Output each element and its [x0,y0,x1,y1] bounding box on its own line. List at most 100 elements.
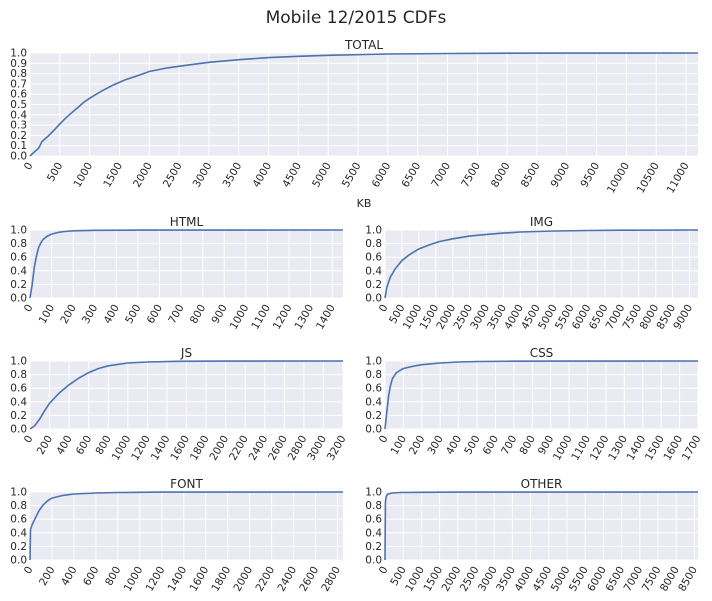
y-tick-label: 0.2 [10,541,27,553]
y-tick-label: 0.8 [365,500,382,512]
cdf-line-font [29,491,344,561]
subplot-title: FONT [170,477,203,491]
x-tick-label: 1000 [122,565,146,594]
chart-img: IMG0.00.20.40.60.81.00500100015002000250… [365,215,699,332]
x-tick-label: 700 [166,303,186,326]
x-tick-label: 1200 [144,565,168,594]
y-tick-label: 0.2 [10,410,27,422]
x-tick-label: 7000 [429,161,453,190]
x-tick-label: 300 [425,434,445,457]
x-tick-label: 500 [462,434,482,457]
y-tick-label: 1.0 [10,487,27,499]
cdf-line-css [384,360,699,430]
x-tick-label: 6500 [400,161,424,190]
y-tick-label: 0.6 [365,514,382,526]
plot-area [385,361,698,429]
x-tick-label: 2400 [247,434,271,463]
plot-area [385,230,698,298]
chart-other: OTHER0.00.20.40.60.81.005001000150020002… [365,477,700,594]
x-tick-label: 3000 [191,161,215,190]
x-tick-label: 400 [102,303,122,326]
y-tick-label: 0.0 [365,293,382,305]
y-tick-label: 0.1 [10,140,27,152]
y-tick-label: 0.9 [10,58,27,70]
x-tick-label: 4500 [280,161,304,190]
y-tick-label: 0.4 [365,396,382,408]
subplot-title: IMG [530,215,553,229]
x-tick-label: 100 [37,303,57,326]
x-tick-label: 200 [35,434,55,457]
x-tick-label: 500 [45,161,65,184]
x-tick-label: 5500 [340,161,364,190]
y-tick-label: 0.0 [10,151,27,163]
cdf-line-total [29,52,699,157]
y-tick-label: 0.2 [365,541,382,553]
x-tick-label: 0 [377,303,391,315]
y-tick-label: 0.8 [10,68,27,80]
x-tick-label: 2000 [131,161,155,190]
y-tick-label: 0.2 [10,130,27,142]
y-tick-label: 0.0 [10,424,27,436]
plot-area [385,492,698,560]
x-tick-label: 800 [517,434,537,457]
x-tick-label: 3500 [221,161,245,190]
subplot-title: CSS [530,346,554,360]
x-tick-label: 600 [81,565,101,588]
x-tick-label: 9000 [549,161,573,190]
y-tick-label: 0.4 [10,265,27,277]
x-tick-label: 3200 [325,434,349,463]
y-tick-label: 0.2 [365,410,382,422]
x-tick-label: 1400 [314,303,338,332]
x-tick-label: 2400 [275,565,299,594]
x-tick-label: 2000 [207,434,231,463]
y-tick-label: 0.4 [365,265,382,277]
x-tick-label: 0 [22,565,36,577]
x-tick-label: 1300 [292,303,316,332]
x-tick-label: 1600 [188,565,212,594]
x-tick-label: 400 [59,565,79,588]
x-tick-label: 200 [37,565,57,588]
x-tick-label: 400 [54,434,74,457]
y-tick-label: 0.8 [10,238,27,250]
subplot-title: OTHER [521,477,563,491]
x-tick-label: 10500 [635,161,662,196]
x-tick-label: 1400 [149,434,173,463]
x-tick-label: 2600 [266,434,290,463]
y-tick-label: 1.0 [10,356,27,368]
x-tick-label: 1400 [166,565,190,594]
cdf-line-js [29,360,344,430]
y-tick-label: 1.0 [10,48,27,60]
x-tick-label: 7500 [459,161,483,190]
y-tick-label: 0.4 [365,527,382,539]
cdf-line-img [384,229,699,299]
y-tick-label: 0.6 [10,252,27,264]
chart-css: CSS 0.0 0.2 0.40.6 0.81.0 0100200300400500600… [365,346,703,463]
x-tick-label: 500 [123,303,143,326]
x-tick-label: 0 [377,434,391,446]
y-tick-label: 0.2 [365,279,382,291]
plot-area [30,230,343,298]
x-tick-label: 6000 [370,161,394,190]
plot-area [30,492,343,560]
y-tick-label: 0.0 [365,424,382,436]
y-tick-label: 0.8 [10,369,27,381]
x-tick-label: 1200 [129,434,153,463]
x-tick-label: 100 [389,434,409,457]
x-tick-label: 1000 [228,303,252,332]
y-tick-label: 0.2 [10,279,27,291]
y-tick-label: 0.0 [10,555,27,567]
x-tick-label: 300 [80,303,100,326]
y-tick-label: 0.0 [365,555,382,567]
x-tick-label: 400 [444,434,464,457]
y-tick-label: 0.6 [365,383,382,395]
cdf-line-other [384,491,699,561]
subplot-title: TOTAL [344,38,383,52]
y-tick-label: 0.4 [10,109,27,121]
x-axis-label: KB [357,197,372,210]
chart-js: JS0.00.20.40.60.81.00 200 400 600 8001000120… [10,346,348,463]
x-tick-label: 200 [58,303,78,326]
x-tick-label: 1600 [168,434,192,463]
x-tick-label: 2800 [286,434,310,463]
